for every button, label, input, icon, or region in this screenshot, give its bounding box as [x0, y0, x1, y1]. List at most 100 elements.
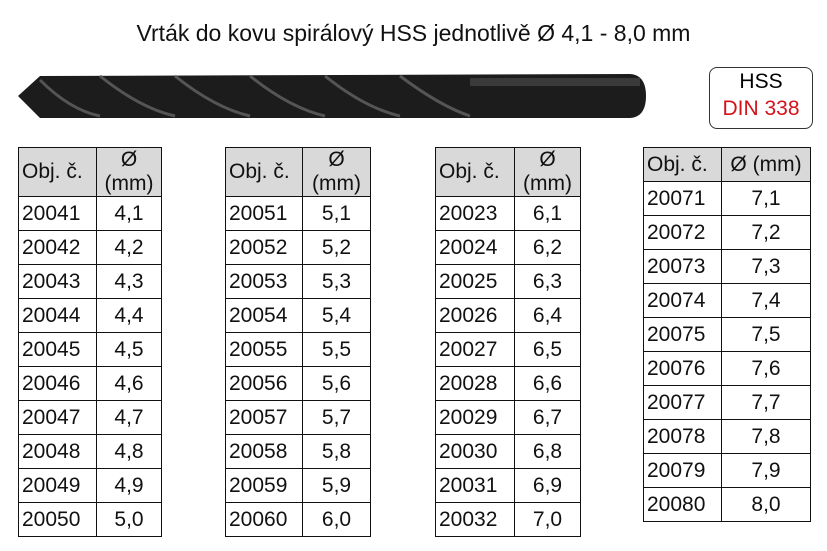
cell: 20032 [435, 502, 515, 537]
cell: 4,6 [96, 366, 162, 401]
cell: 8,0 [721, 487, 811, 522]
row: 20029 6,7 [435, 400, 581, 435]
cell: 20055 [225, 332, 303, 367]
cell: 20045 [18, 332, 97, 367]
row: 20074 7,4 [643, 283, 811, 318]
cell: 7,5 [721, 317, 811, 352]
cell: 6,8 [514, 434, 581, 469]
cell: 20079 [643, 453, 722, 488]
cell: Obj. č. [225, 147, 303, 197]
cell: 20027 [435, 332, 515, 367]
row: 20078 7,8 [643, 419, 811, 454]
row: 20059 5,9 [225, 468, 371, 503]
row: 20025 6,3 [435, 264, 581, 299]
cell: 20075 [643, 317, 722, 352]
cell: 20074 [643, 283, 722, 318]
row: 20032 7,0 [435, 502, 581, 537]
row: 20080 8,0 [643, 487, 811, 522]
cell: 20060 [225, 502, 303, 537]
cell: 5,4 [302, 298, 371, 333]
cell: 20024 [435, 230, 515, 265]
cell: 20046 [18, 366, 97, 401]
cell: Ø (mm) [96, 147, 162, 197]
cell: 20025 [435, 264, 515, 299]
cell: 20057 [225, 400, 303, 435]
cell: 6,3 [514, 264, 581, 299]
cell: 20058 [225, 434, 303, 469]
header-row: Obj. č. Ø (mm) [18, 147, 162, 197]
size-table: Obj. č. Ø (mm) 20071 7,1 20072 7,2 20073 7,3 200… [643, 147, 811, 522]
row: 20058 5,8 [225, 434, 371, 469]
cell: 4,3 [96, 264, 162, 299]
cell: 4,2 [96, 230, 162, 265]
size-table: Obj. č. Ø (mm) 20051 5,1 20052 5,2 20053 5,3 200… [225, 147, 371, 537]
row: 20026 6,4 [435, 298, 581, 333]
row: 20060 6,0 [225, 502, 371, 537]
cell: 20029 [435, 400, 515, 435]
cell: Ø (mm) [302, 147, 371, 197]
cell: 5,2 [302, 230, 371, 265]
row: 20055 5,5 [225, 332, 371, 367]
cell: Obj. č. [435, 147, 515, 197]
cell: 6,7 [514, 400, 581, 435]
row: 20051 5,1 [225, 196, 371, 231]
row: 20042 4,2 [18, 230, 162, 265]
row: 20053 5,3 [225, 264, 371, 299]
cell: 20049 [18, 468, 97, 503]
cell: 5,6 [302, 366, 371, 401]
cell: 20056 [225, 366, 303, 401]
header-row: Obj. č. Ø (mm) [435, 147, 581, 197]
cell: 5,1 [302, 196, 371, 231]
row: 20075 7,5 [643, 317, 811, 352]
cell: 5,3 [302, 264, 371, 299]
row: 20046 4,6 [18, 366, 162, 401]
cell: 4,8 [96, 434, 162, 469]
cell: 7,0 [514, 502, 581, 537]
row: 20047 4,7 [18, 400, 162, 435]
cell: Ø (mm) [721, 147, 811, 182]
cell: 6,2 [514, 230, 581, 265]
header-row: Obj. č. Ø (mm) [225, 147, 371, 197]
row: 20041 4,1 [18, 196, 162, 231]
cell: 20042 [18, 230, 97, 265]
row: 20027 6,5 [435, 332, 581, 367]
row: 20028 6,6 [435, 366, 581, 401]
row: 20071 7,1 [643, 181, 811, 216]
cell: 20043 [18, 264, 97, 299]
size-table: Obj. č. Ø (mm) 20023 6,1 20024 6,2 20025 6,3 200… [435, 147, 581, 537]
cell: 20076 [643, 351, 722, 386]
cell: 20031 [435, 468, 515, 503]
row: 20043 4,3 [18, 264, 162, 299]
cell: 6,6 [514, 366, 581, 401]
cell: Obj. č. [18, 147, 97, 197]
cell: 7,9 [721, 453, 811, 488]
cell: 20078 [643, 419, 722, 454]
row: 20057 5,7 [225, 400, 371, 435]
row: 20030 6,8 [435, 434, 581, 469]
cell: 7,2 [721, 215, 811, 250]
cell: 5,5 [302, 332, 371, 367]
row: 20048 4,8 [18, 434, 162, 469]
cell: 20050 [18, 502, 97, 537]
cell: Obj. č. [643, 147, 722, 182]
cell: 5,9 [302, 468, 371, 503]
cell: 20073 [643, 249, 722, 284]
cell: 5,0 [96, 502, 162, 537]
cell: 20047 [18, 400, 97, 435]
cell: 20053 [225, 264, 303, 299]
cell: Ø (mm) [514, 147, 581, 197]
cell: 6,0 [302, 502, 371, 537]
cell: 7,3 [721, 249, 811, 284]
cell: 20051 [225, 196, 303, 231]
badge-line: HSS [739, 70, 783, 93]
size-table: Obj. č. Ø (mm) 20041 4,1 20042 4,2 20043 4,3 200… [18, 147, 162, 537]
row: 20044 4,4 [18, 298, 162, 333]
row: 20031 6,9 [435, 468, 581, 503]
cell: 6,4 [514, 298, 581, 333]
cell: 20026 [435, 298, 515, 333]
row: 20050 5,0 [18, 502, 162, 537]
cell: 4,5 [96, 332, 162, 367]
row: 20045 4,5 [18, 332, 162, 367]
cell: 4,7 [96, 400, 162, 435]
row: 20072 7,2 [643, 215, 811, 250]
